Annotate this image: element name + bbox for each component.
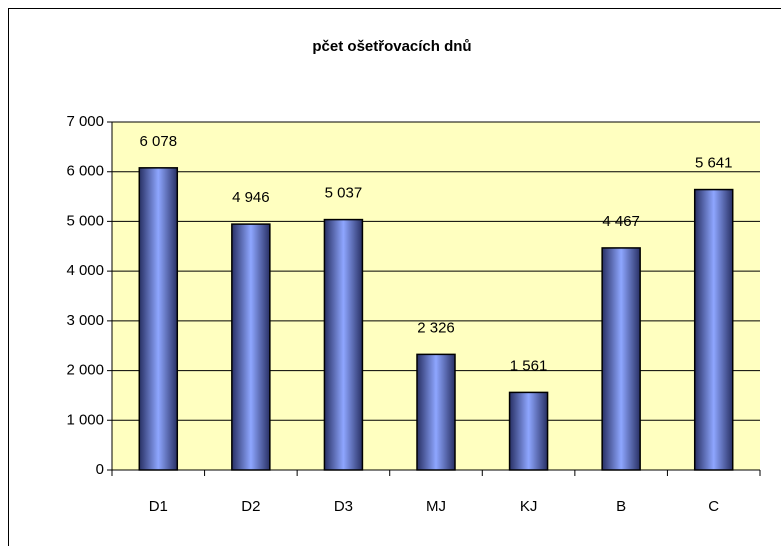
value-label: 5 641: [695, 155, 733, 172]
y-tick-label: 2 000: [66, 362, 104, 379]
y-tick-label: 4 000: [66, 262, 104, 279]
x-tick-label: D1: [149, 498, 168, 515]
x-tick-label: MJ: [426, 498, 446, 515]
x-tick-label: KJ: [520, 498, 538, 515]
y-tick-label: 3 000: [66, 312, 104, 329]
bar: [231, 223, 271, 471]
value-label: 5 037: [325, 185, 363, 202]
value-label: 4 467: [602, 213, 640, 230]
bar: [693, 188, 734, 471]
y-tick-label: 1 000: [66, 411, 104, 428]
bar: [138, 167, 179, 471]
x-tick-label: B: [616, 498, 626, 515]
y-tick-label: 5 000: [66, 212, 104, 229]
bar: [508, 391, 549, 471]
x-tick-label: D3: [334, 498, 353, 515]
bar: [323, 218, 364, 471]
value-label: 6 078: [140, 133, 178, 150]
bar: [416, 353, 456, 471]
value-label: 4 946: [232, 189, 270, 206]
y-tick-label: 6 000: [66, 163, 104, 180]
value-label: 1 561: [510, 357, 548, 374]
x-tick-label: C: [708, 498, 719, 515]
y-tick-label: 7 000: [66, 113, 104, 130]
bar: [601, 247, 641, 471]
y-tick-label: 0: [96, 461, 104, 478]
x-tick-label: D2: [241, 498, 260, 515]
chart-title: pčet ošetřovacích dnů: [312, 38, 471, 55]
value-label: 2 326: [417, 319, 455, 336]
